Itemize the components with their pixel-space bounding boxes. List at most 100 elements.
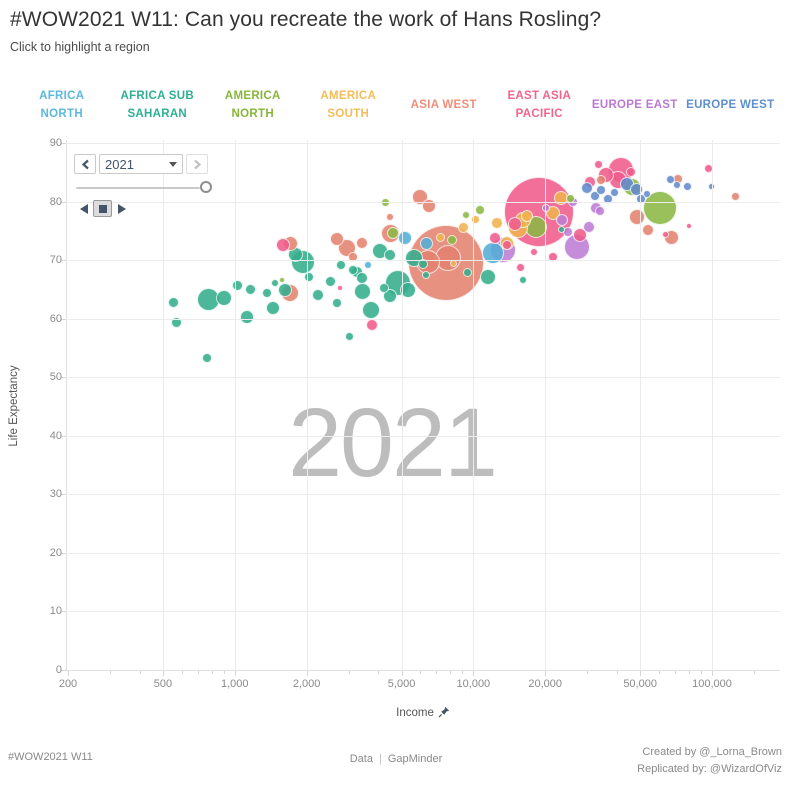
bubble-east-asia-pacific[interactable] [593,159,603,169]
legend-item-africa-north[interactable]: AFRICA NORTH [14,87,110,124]
bubble-europe-west[interactable] [603,194,614,205]
bubble-america-north[interactable] [446,235,457,246]
bubble-east-asia-pacific[interactable] [662,231,670,239]
bubble-africa-sub-saharan[interactable] [417,259,428,270]
legend-item-america-north[interactable]: AMERICA NORTH [205,87,301,124]
legend-item-asia-west[interactable]: ASIA WEST [396,96,492,114]
bubble-africa-sub-saharan[interactable] [271,278,280,287]
bubble-africa-sub-saharan[interactable] [262,287,273,298]
bubble-europe-west[interactable] [708,183,716,191]
bubble-africa-sub-saharan[interactable] [378,283,389,294]
legend-item-africa-sub-saharan[interactable]: AFRICA SUB SAHARAN [110,87,206,124]
bubble-europe-west[interactable] [665,175,675,185]
x-gridline [711,140,713,670]
stop-button[interactable] [93,200,112,217]
bubble-europe-west[interactable] [595,184,606,195]
year-prev-button[interactable] [74,154,96,174]
bubble-east-asia-pacific[interactable] [548,252,559,263]
bubble-europe-west[interactable] [682,181,692,191]
step-back-button[interactable] [74,200,93,217]
bubble-africa-sub-saharan[interactable] [399,281,416,298]
bubble-africa-sub-saharan[interactable] [353,282,371,300]
bubble-east-asia-pacific[interactable] [515,263,525,273]
legend-item-east-asia-pacific[interactable]: EAST ASIA PACIFIC [492,87,588,124]
slider-handle[interactable] [200,181,212,193]
bubble-africa-sub-saharan[interactable] [277,282,292,297]
bubble-america-north[interactable] [475,204,486,215]
bubble-america-north[interactable] [461,211,470,220]
bubble-east-asia-pacific[interactable] [276,237,291,252]
bubble-asia-west[interactable] [356,237,369,250]
legend-item-america-south[interactable]: AMERICA SOUTH [301,87,397,124]
bubble-asia-west[interactable] [422,199,437,214]
legend-item-europe-west[interactable]: EUROPE WEST [683,96,779,114]
bubble-africa-sub-saharan[interactable] [347,265,358,276]
year-dropdown[interactable]: 2021 [99,154,183,174]
bubble-europe-east[interactable] [595,205,606,216]
bubble-europe-east[interactable] [582,220,595,233]
bubble-africa-sub-saharan[interactable] [311,289,324,302]
bubble-africa-sub-saharan[interactable] [232,279,244,291]
bubble-america-south[interactable] [435,232,445,242]
bubble-europe-west[interactable] [673,181,682,190]
year-slider [74,180,214,196]
bubble-asia-west[interactable] [628,208,645,225]
bubble-africa-north[interactable] [420,236,434,250]
bubble-east-asia-pacific[interactable] [685,223,692,230]
bubble-america-south[interactable] [520,210,533,223]
bubble-east-asia-pacific[interactable] [507,216,522,231]
bubble-east-asia-pacific[interactable] [488,231,501,244]
bubble-asia-west[interactable] [596,174,607,185]
bubble-africa-sub-saharan[interactable] [463,268,473,278]
bubble-africa-north[interactable] [364,260,373,269]
bubble-africa-sub-saharan[interactable] [479,269,496,286]
bubble-america-south[interactable] [449,259,457,267]
bubble-africa-sub-saharan[interactable] [421,270,430,279]
bubble-africa-north[interactable] [397,230,412,245]
bubble-africa-sub-saharan[interactable] [383,248,396,261]
bubble-europe-east[interactable] [555,213,568,226]
bubble-africa-sub-saharan[interactable] [265,301,280,316]
bubble-asia-west[interactable] [730,192,740,202]
slider-track[interactable] [76,187,200,189]
bubble-east-asia-pacific[interactable] [501,239,512,250]
footer-source-value[interactable]: GapMinder [387,753,443,765]
bubble-africa-sub-saharan[interactable] [240,309,255,324]
bubble-europe-west[interactable] [589,191,600,202]
bubble-asia-west[interactable] [329,232,344,247]
legend-item-europe-east[interactable]: EUROPE EAST [587,96,683,114]
bubble-africa-sub-saharan[interactable] [244,284,256,296]
bubble-america-south[interactable] [458,222,470,234]
bubble-america-north[interactable] [278,277,285,284]
bubble-africa-sub-saharan[interactable] [345,332,355,342]
year-next-button[interactable] [186,154,208,174]
bubble-africa-sub-saharan[interactable] [202,352,213,363]
bubble-asia-west[interactable] [641,224,654,237]
bubble-africa-sub-saharan[interactable] [558,225,566,233]
bubble-america-north[interactable] [386,227,399,240]
bubble-america-south[interactable] [470,215,480,225]
bubble-africa-sub-saharan[interactable] [336,259,347,270]
bubble-africa-sub-saharan[interactable] [361,300,380,319]
bubble-africa-sub-saharan[interactable] [332,297,343,308]
bubble-east-asia-pacific[interactable] [625,167,636,178]
pin-icon[interactable] [438,706,450,718]
bubble-east-asia-pacific[interactable] [529,247,538,256]
step-forward-button[interactable] [112,200,131,217]
bubble-america-south[interactable] [491,217,504,230]
bubble-asia-west[interactable] [385,212,394,221]
bubble-east-asia-pacific[interactable] [366,319,378,332]
bubble-asia-west[interactable] [347,252,358,263]
bubble-east-asia-pacific[interactable] [336,285,343,292]
bubble-africa-sub-saharan[interactable] [171,316,183,328]
bubble-europe-west[interactable] [581,182,594,195]
bubble-europe-west[interactable] [642,189,651,198]
bubble-africa-sub-saharan[interactable] [168,297,180,309]
bubble-europe-west[interactable] [610,188,620,198]
bubble-africa-sub-saharan[interactable] [356,272,369,285]
bubble-africa-sub-saharan[interactable] [518,276,527,285]
bubble-africa-sub-saharan[interactable] [324,275,336,287]
bubble-africa-sub-saharan[interactable] [215,290,232,307]
bubble-east-asia-pacific[interactable] [573,227,588,242]
bubble-africa-sub-saharan[interactable] [303,272,314,283]
